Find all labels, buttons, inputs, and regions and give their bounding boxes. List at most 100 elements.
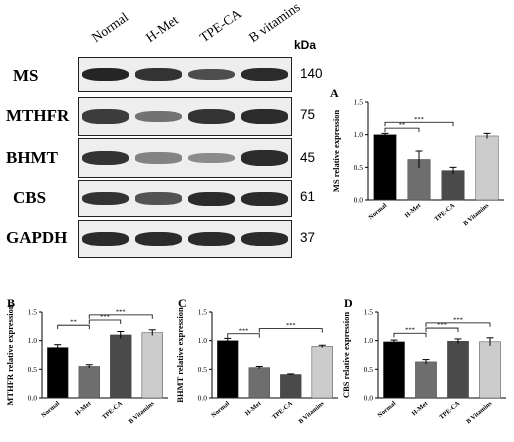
mw-marker-gapdh: 37 bbox=[300, 230, 316, 245]
bar-tpe-ca bbox=[280, 374, 302, 399]
mw-marker-mthfr: 75 bbox=[300, 107, 316, 122]
y-tick-label: 0.5 bbox=[28, 365, 38, 374]
blot-band-ms-3 bbox=[188, 68, 235, 81]
significance-label: *** bbox=[405, 327, 415, 334]
blot-label-mthfr: MTHFR bbox=[6, 106, 70, 125]
blot-label-cbs: CBS bbox=[13, 188, 47, 207]
mw-marker-ms: 140 bbox=[300, 66, 323, 81]
blot-label-gapdh: GAPDH bbox=[6, 228, 68, 247]
significance-label: ** bbox=[399, 122, 406, 129]
blot-band-mthfr-4 bbox=[241, 109, 288, 124]
y-tick-label: 1.0 bbox=[28, 336, 38, 345]
blot-band-bhmt-2 bbox=[135, 152, 182, 164]
significance-bracket bbox=[258, 328, 323, 333]
panel-label-b: B bbox=[7, 296, 16, 310]
bar-b-vitamins bbox=[311, 346, 333, 399]
significance-label: *** bbox=[453, 316, 463, 323]
significance-bracket bbox=[393, 332, 427, 338]
bar-tpe-ca bbox=[447, 340, 469, 399]
blot-strip-bhmt bbox=[78, 138, 292, 178]
panel-label-c: C bbox=[178, 296, 187, 310]
bar-chart-b: MTHFR relative expression 0.0 0.5 1.0 1.5 Nor… bbox=[5, 304, 168, 426]
significance-label: *** bbox=[100, 314, 110, 321]
x-tick-label: H-Met bbox=[74, 400, 93, 418]
blot-strip-cbs bbox=[78, 180, 292, 217]
significance-label: *** bbox=[414, 116, 424, 123]
significance-bracket bbox=[384, 127, 420, 133]
bar-normal bbox=[217, 340, 239, 399]
blot-band-ms-4 bbox=[241, 67, 288, 82]
lane-label-normal: Normal bbox=[88, 9, 132, 46]
y-tick-label: 1.0 bbox=[354, 130, 364, 139]
x-tick-label: TPE-CA bbox=[433, 202, 456, 223]
y-axis-label: BHMT relative expression bbox=[175, 307, 185, 403]
y-tick-label: 1.5 bbox=[28, 308, 38, 317]
x-tick-label: H-Met bbox=[411, 400, 430, 418]
x-tick-label: H-Met bbox=[244, 400, 263, 418]
x-tick-label: B Vitamins bbox=[297, 400, 326, 426]
x-tick-label: TPE-CA bbox=[101, 400, 124, 421]
blot-strip-ms bbox=[78, 57, 292, 92]
y-tick-label: 0.5 bbox=[198, 365, 208, 374]
x-tick-label: TPE-CA bbox=[271, 400, 294, 421]
y-axis-label: MS relative expression bbox=[331, 110, 341, 193]
bar-h-met bbox=[415, 361, 437, 399]
x-tick-label: B Vitamins bbox=[127, 400, 156, 426]
y-tick-label: 1.5 bbox=[364, 308, 374, 317]
y-tick-label: 1.5 bbox=[198, 308, 208, 317]
y-tick-label: 0.0 bbox=[364, 394, 374, 403]
significance-label: *** bbox=[286, 322, 296, 329]
significance-label: *** bbox=[116, 308, 126, 315]
x-tick-label: Normal bbox=[376, 400, 397, 419]
y-axis-label: CBS relative expression bbox=[341, 312, 351, 398]
significance-label: *** bbox=[437, 322, 447, 329]
panel-label-d: D bbox=[344, 296, 353, 310]
bar-normal bbox=[383, 341, 405, 399]
y-axis-label: MTHFR relative expression bbox=[5, 304, 15, 405]
blot-band-ms-1 bbox=[82, 67, 129, 82]
significance-bracket bbox=[425, 322, 491, 327]
bar-h-met bbox=[78, 366, 100, 399]
blot-band-bhmt-1 bbox=[82, 150, 129, 166]
blot-band-cbs-1 bbox=[82, 191, 129, 206]
kda-label: kDa bbox=[294, 38, 317, 52]
x-tick-label: Normal bbox=[210, 400, 231, 419]
blot-band-ms-2 bbox=[135, 68, 182, 81]
significance-label: *** bbox=[239, 327, 249, 334]
x-tick-label: B Vitamins bbox=[462, 202, 491, 228]
bar-h-met bbox=[248, 367, 270, 399]
blot-band-cbs-4 bbox=[241, 191, 288, 206]
panel-label-a: A bbox=[330, 86, 339, 100]
blot-strip-gapdh bbox=[78, 220, 292, 258]
significance-bracket bbox=[227, 333, 260, 338]
y-tick-label: 0.5 bbox=[364, 365, 374, 374]
mw-marker-cbs: 61 bbox=[300, 189, 316, 204]
significance-bracket bbox=[88, 314, 153, 319]
bar-b-vitamins bbox=[479, 341, 501, 399]
blot-band-cbs-2 bbox=[135, 192, 182, 205]
x-tick-label: Normal bbox=[367, 202, 388, 221]
bar-tpe-ca bbox=[110, 334, 132, 399]
y-tick-label: 1.5 bbox=[354, 98, 364, 107]
blot-band-gapdh-3 bbox=[188, 231, 235, 247]
y-tick-label: 1.0 bbox=[364, 336, 374, 345]
significance-bracket bbox=[425, 327, 459, 333]
x-tick-label: B Vitamins bbox=[465, 400, 494, 426]
bar-tpe-ca bbox=[441, 170, 465, 201]
blot-band-gapdh-4 bbox=[241, 231, 288, 247]
blot-band-cbs-3 bbox=[188, 191, 235, 206]
lane-label-tpe-ca: TPE-CA bbox=[196, 5, 245, 46]
blot-label-bhmt: BHMT bbox=[6, 148, 58, 167]
x-tick-label: TPE-CA bbox=[438, 400, 461, 421]
significance-label: ** bbox=[70, 319, 77, 326]
bar-b-vitamins bbox=[141, 332, 163, 399]
blot-band-mthfr-2 bbox=[135, 110, 182, 123]
x-tick-label: H-Met bbox=[404, 202, 423, 220]
blot-band-bhmt-3 bbox=[188, 152, 235, 164]
blot-band-mthfr-1 bbox=[82, 109, 129, 124]
significance-bracket bbox=[57, 324, 90, 330]
bar-b-vitamins bbox=[475, 135, 499, 201]
bar-chart-a: MS relative expression 0.0 0.5 1.0 1.5 Normal… bbox=[331, 98, 504, 228]
lane-label-h-met: H-Met bbox=[142, 12, 181, 46]
y-tick-label: 1.0 bbox=[198, 336, 208, 345]
